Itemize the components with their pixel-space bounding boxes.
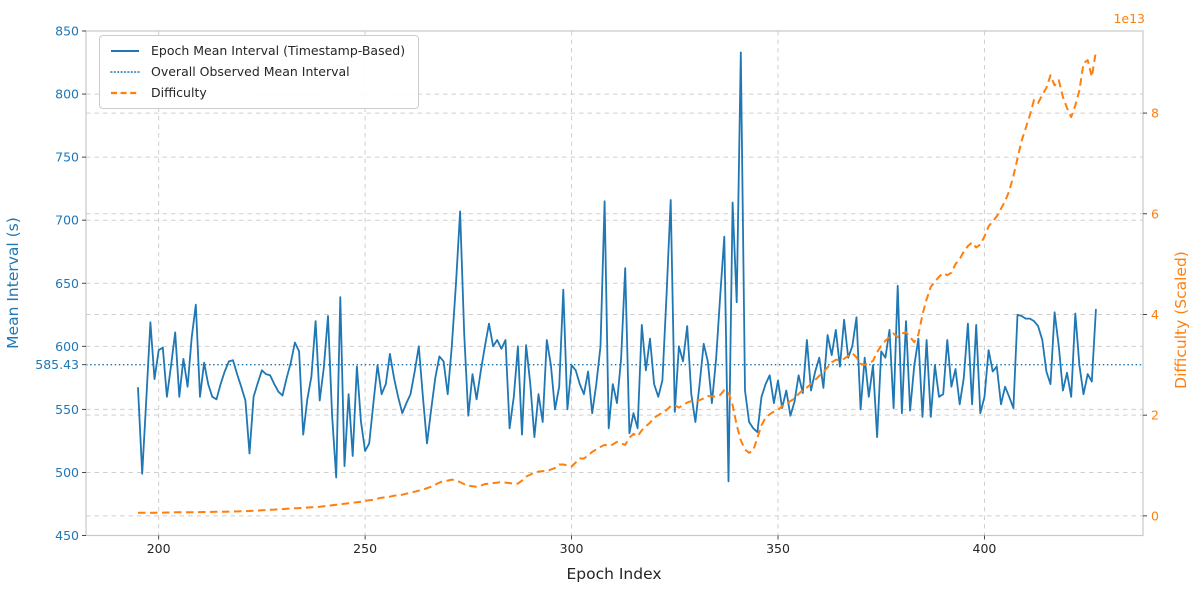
x-tick-label: 300 bbox=[560, 541, 584, 556]
epoch-mean-interval-line bbox=[137, 51, 1097, 483]
x-tick-label: 250 bbox=[353, 541, 377, 556]
y-tick-label-right: 2 bbox=[1151, 408, 1159, 423]
y-tick-label-left: 550 bbox=[55, 402, 79, 417]
x-tick-label: 350 bbox=[766, 541, 790, 556]
y-tick-label-left: 450 bbox=[55, 528, 79, 543]
y-axis-label-right: Difficulty (Scaled) bbox=[1172, 251, 1190, 389]
legend-item-difficulty: Difficulty bbox=[110, 85, 405, 101]
overall-mean-tick-label: 585.43 bbox=[35, 357, 79, 372]
legend: Epoch Mean Interval (Timestamp-Based) Ov… bbox=[99, 35, 420, 109]
right-axis-offset-label: 1e13 bbox=[1113, 11, 1145, 26]
legend-solid-line-icon bbox=[111, 50, 139, 52]
y-tick-label-left: 650 bbox=[55, 276, 79, 291]
legend-dashed-line-icon bbox=[111, 91, 139, 95]
x-axis-label: Epoch Index bbox=[566, 565, 661, 583]
series-layer bbox=[86, 51, 1143, 514]
y-tick-label-left: 800 bbox=[55, 87, 79, 102]
y-tick-label-right: 4 bbox=[1151, 307, 1159, 322]
axes-layer bbox=[82, 30, 1147, 540]
y-tick-label-left: 700 bbox=[55, 213, 79, 228]
y-tick-label-left: 750 bbox=[55, 150, 79, 165]
x-tick-label: 200 bbox=[147, 541, 171, 556]
y-tick-label-left: 600 bbox=[55, 339, 79, 354]
x-tick-label: 400 bbox=[973, 541, 997, 556]
y-axis-label-left: Mean Interval (s) bbox=[4, 217, 22, 349]
legend-item-epoch-mean-interval: Epoch Mean Interval (Timestamp-Based) bbox=[110, 43, 405, 59]
y-tick-label-right: 8 bbox=[1151, 106, 1159, 121]
legend-item-overall-mean: Overall Observed Mean Interval bbox=[110, 64, 405, 80]
y-tick-label-right: 0 bbox=[1151, 508, 1159, 523]
legend-label-overall-mean: Overall Observed Mean Interval bbox=[151, 64, 350, 79]
legend-dotted-line-icon bbox=[110, 71, 140, 73]
y-tick-label-left: 500 bbox=[55, 465, 79, 480]
y-tick-label-right: 6 bbox=[1151, 206, 1159, 221]
tick-label-layer: 200 250 300 350 400 450 500 550 600 650 700 750 800 8… bbox=[55, 24, 1159, 557]
difficulty-line bbox=[138, 51, 1097, 514]
legend-label-difficulty: Difficulty bbox=[151, 85, 207, 100]
legend-label-epoch-mean-interval: Epoch Mean Interval (Timestamp-Based) bbox=[151, 43, 406, 58]
y-tick-label-left: 850 bbox=[55, 24, 79, 39]
